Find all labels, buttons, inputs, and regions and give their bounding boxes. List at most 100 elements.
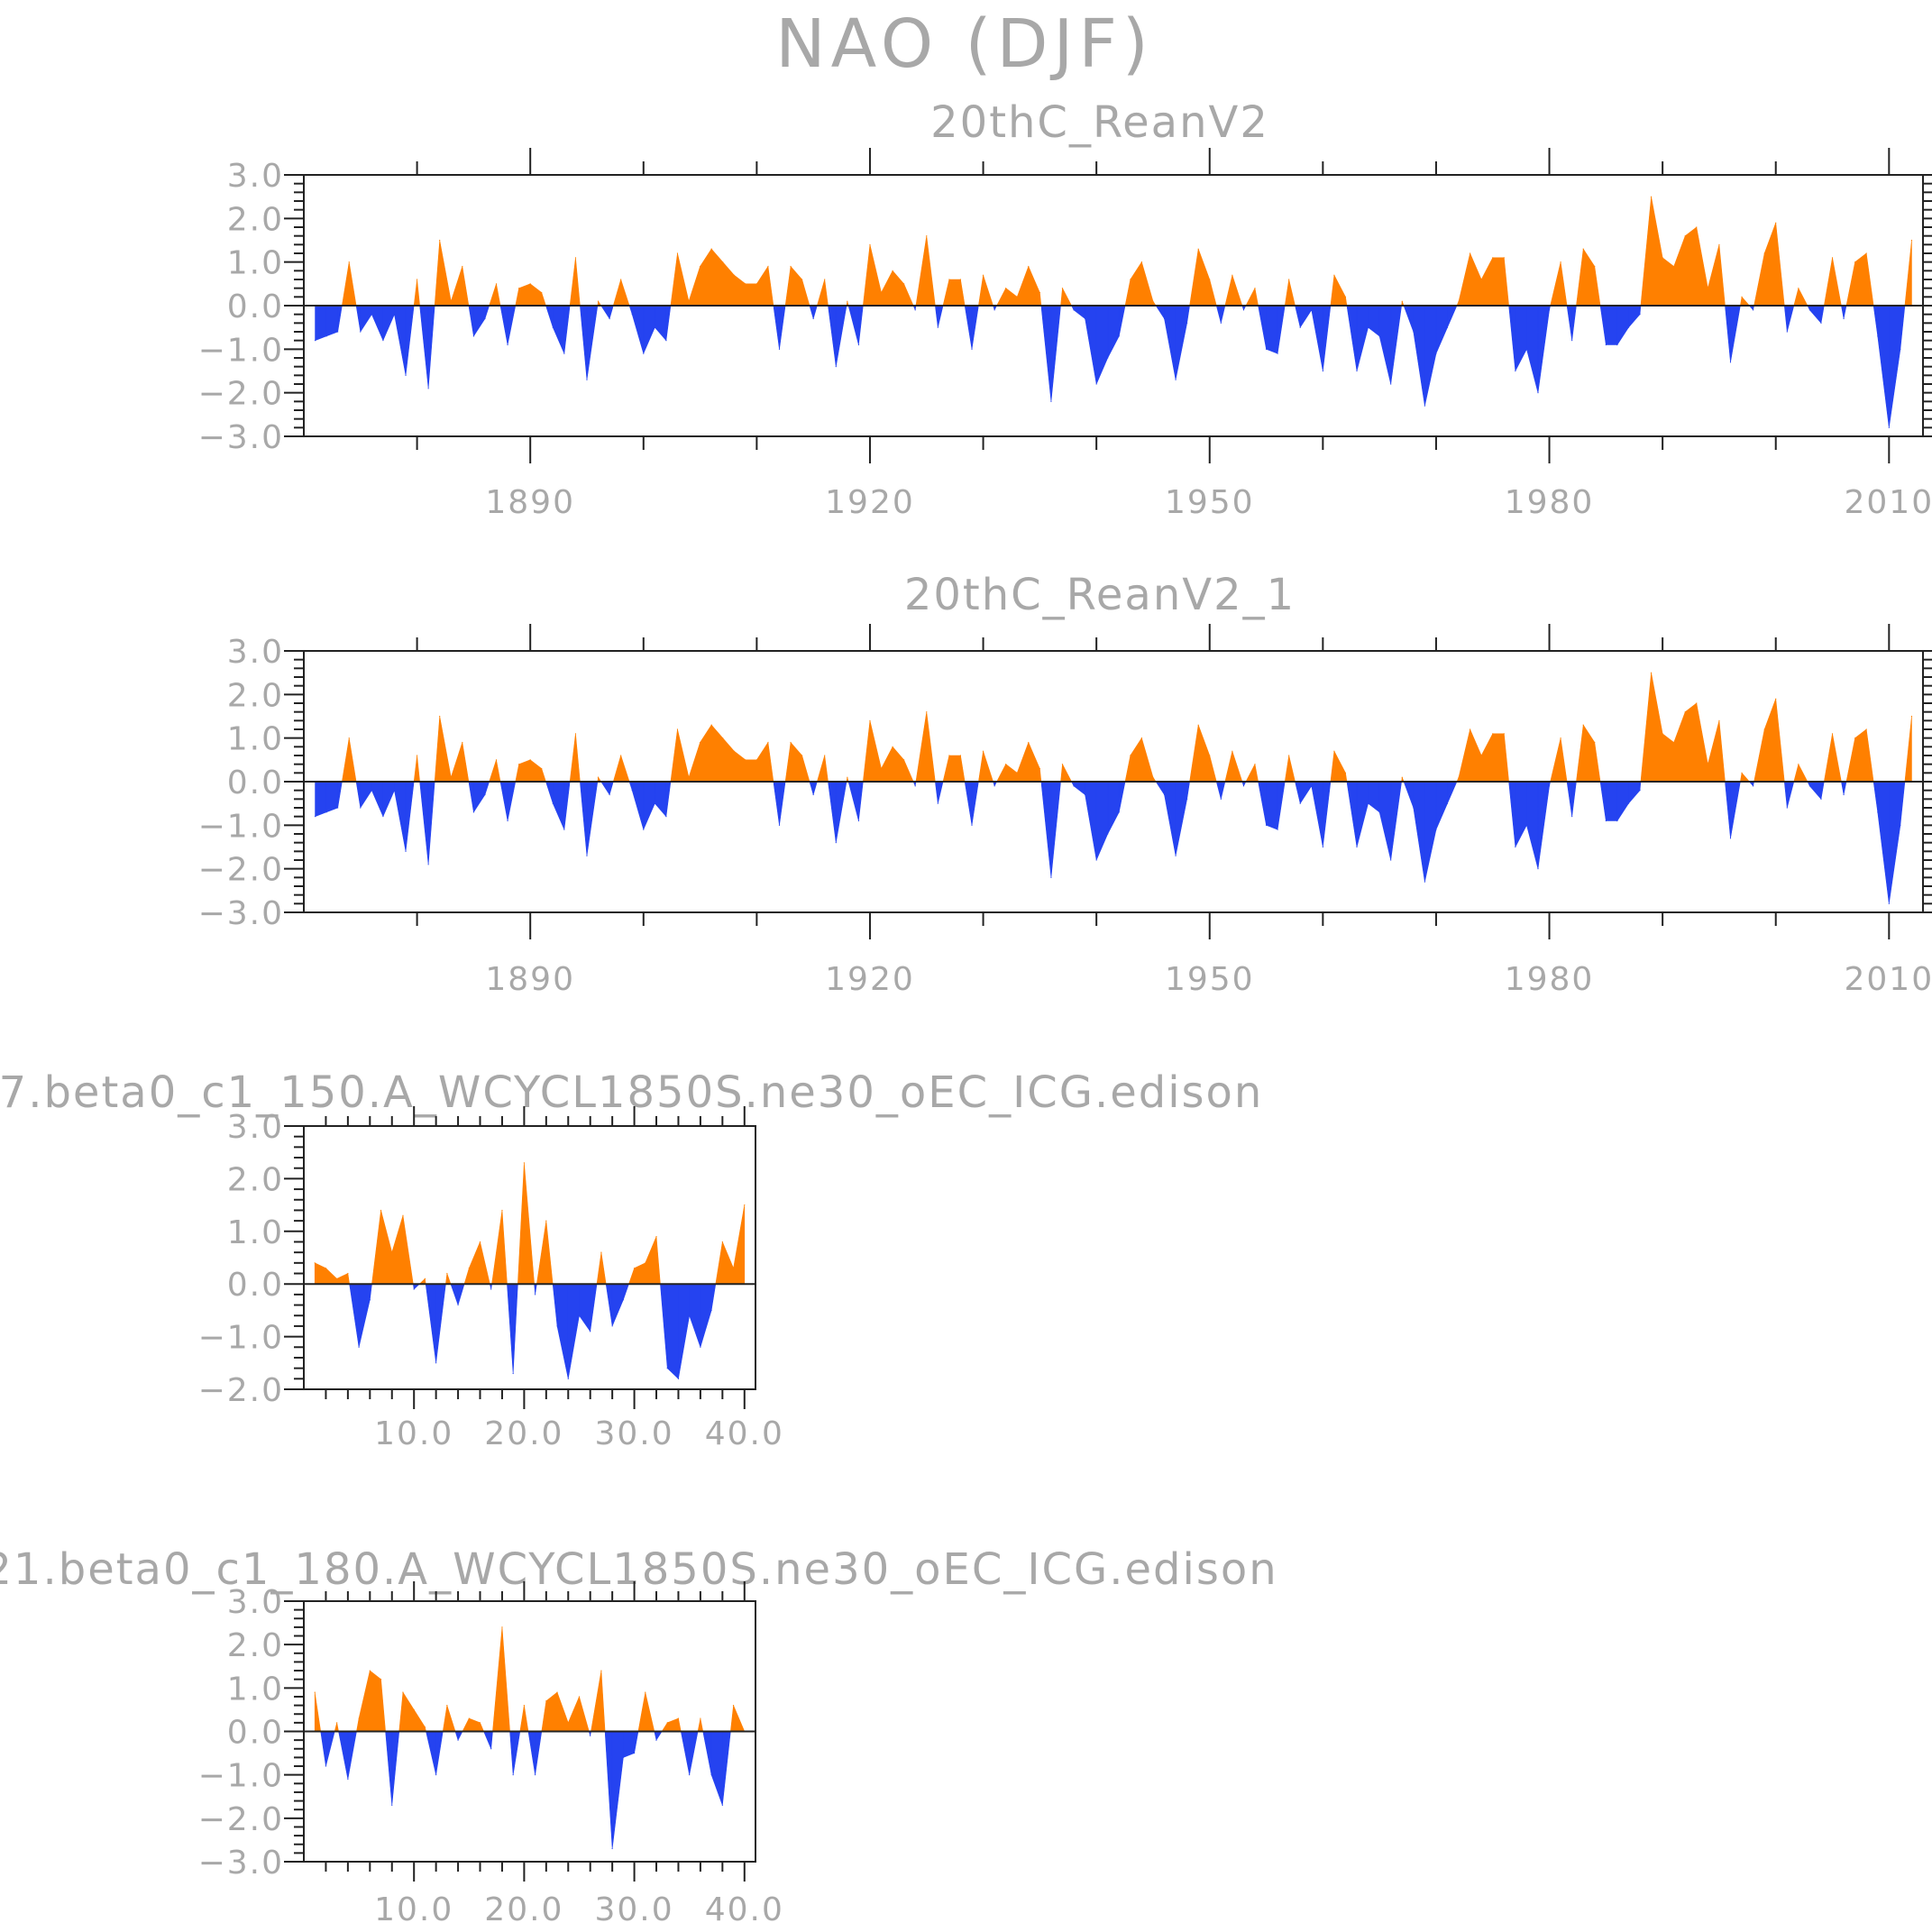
data-point [1820, 798, 1822, 800]
chart-panel-4: 21.beta0_c1_180.A_WCYCL1850S.ne30_oEC_IC… [0, 1544, 1277, 1923]
data-point [1775, 222, 1777, 224]
data-point [1605, 820, 1607, 822]
y-tick-label: 1.0 [227, 1214, 284, 1251]
data-point [778, 824, 781, 826]
data-point [424, 1726, 426, 1728]
data-point [336, 1277, 338, 1279]
data-point [971, 824, 973, 826]
data-point [665, 340, 667, 342]
data-point [676, 252, 679, 254]
y-tick-label: 0.0 [227, 1267, 284, 1304]
data-point [393, 790, 396, 792]
x-tick-label: 1890 [485, 961, 575, 998]
data-point [767, 265, 769, 268]
data-point [556, 1691, 558, 1693]
data-point [1186, 798, 1188, 800]
data-point [457, 1739, 459, 1741]
data-point [1798, 764, 1799, 765]
data-point [1684, 711, 1686, 713]
y-tick-label: 3.0 [227, 1584, 284, 1621]
data-point [835, 366, 837, 368]
data-point [755, 759, 757, 761]
data-point [1854, 737, 1856, 739]
data-point [1118, 811, 1120, 813]
data-point [479, 1241, 481, 1243]
data-point [631, 314, 633, 316]
data-point [1582, 724, 1584, 726]
data-point [1220, 798, 1222, 800]
data-point [721, 1804, 723, 1806]
data-point [347, 1272, 349, 1275]
y-tick-label: 2.0 [227, 677, 284, 714]
data-point [733, 750, 735, 752]
data-point [1525, 824, 1528, 826]
data-point [1186, 322, 1188, 324]
data-point [337, 807, 339, 809]
data-point [1016, 772, 1018, 774]
data-point [1435, 353, 1437, 354]
y-tick-label: −1.0 [198, 1320, 284, 1357]
data-point [1152, 776, 1154, 778]
data-point [578, 1314, 581, 1316]
data-point [1367, 326, 1369, 328]
data-point [1424, 405, 1425, 407]
data-point [590, 1331, 591, 1332]
data-point [1163, 317, 1166, 320]
data-point [1390, 859, 1392, 861]
data-point [611, 1325, 613, 1327]
negative-area [315, 305, 1906, 428]
y-tick-label: −2.0 [198, 1801, 284, 1838]
data-point [1095, 859, 1097, 861]
data-point [439, 715, 441, 718]
positive-area [314, 1162, 746, 1285]
data-point [971, 348, 973, 350]
data-point [446, 1705, 448, 1707]
positive-area [342, 197, 1912, 307]
data-point [380, 1679, 382, 1680]
data-point [545, 1220, 547, 1222]
data-point [574, 257, 577, 259]
data-point [1242, 309, 1245, 311]
figure-title: NAO (DJF) [775, 5, 1154, 83]
data-point [314, 1691, 316, 1693]
data-point [523, 1162, 525, 1164]
data-point [450, 300, 452, 302]
data-point [1775, 698, 1777, 700]
data-point [541, 291, 543, 294]
y-tick-label: −2.0 [198, 376, 284, 413]
data-point [1005, 764, 1007, 765]
data-point [1435, 829, 1437, 830]
data-point [1662, 257, 1663, 259]
data-point [1877, 811, 1879, 813]
data-point [892, 270, 893, 271]
data-point [1367, 802, 1369, 804]
data-point [535, 1774, 536, 1776]
data-point [325, 335, 327, 337]
y-tick-label: 2.0 [227, 201, 284, 238]
data-point [1718, 719, 1720, 721]
data-point [1197, 724, 1199, 726]
x-tick-label: 10.0 [374, 1415, 453, 1452]
data-point [325, 811, 327, 813]
data-point [402, 1214, 404, 1216]
data-point [358, 1346, 360, 1348]
data-point [722, 261, 724, 263]
data-point [1277, 353, 1278, 354]
data-point [337, 331, 339, 333]
y-tick-label: 0.0 [227, 765, 284, 801]
data-point [391, 1804, 393, 1806]
data-point [1865, 252, 1867, 254]
y-tick-label: −2.0 [198, 1372, 284, 1409]
data-point [1492, 257, 1494, 259]
data-point [1763, 252, 1765, 254]
x-tick-label: 20.0 [484, 1415, 563, 1452]
data-point [1333, 750, 1335, 752]
data-point [597, 776, 600, 778]
data-point [993, 309, 995, 311]
data-point [578, 1696, 581, 1698]
negative-area [349, 1283, 717, 1380]
data-point [371, 314, 372, 316]
data-point [1073, 785, 1075, 787]
data-point [314, 1262, 316, 1264]
data-point [1571, 816, 1573, 818]
